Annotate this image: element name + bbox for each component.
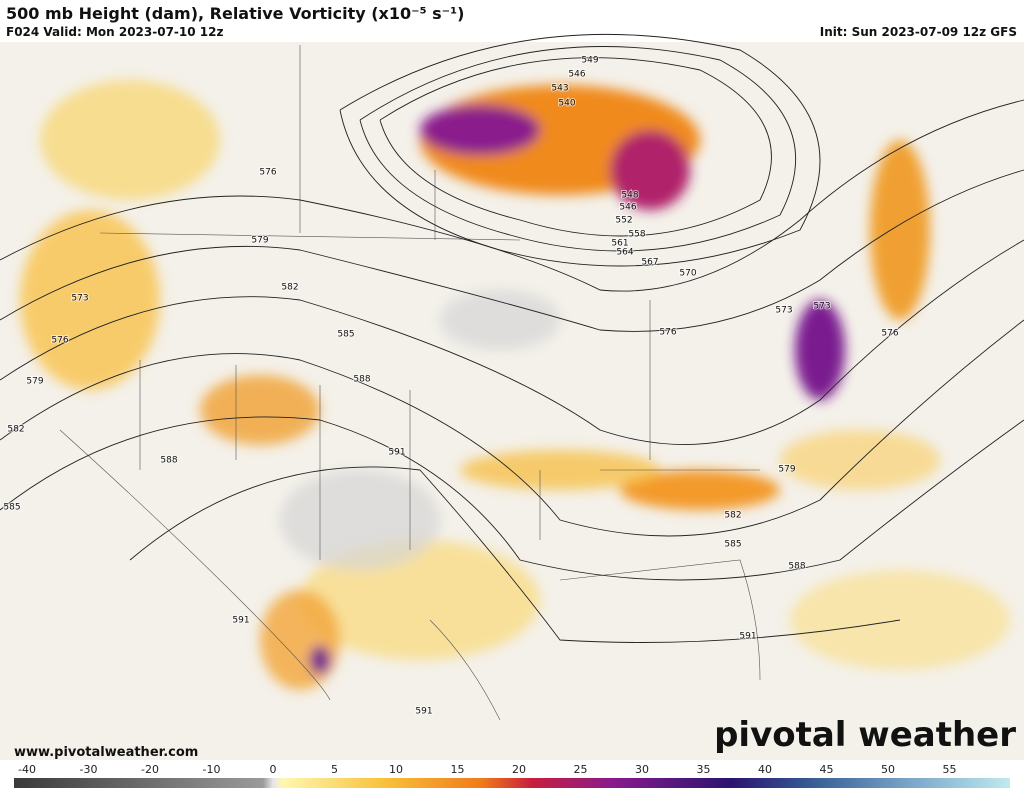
colorbar-tick-label: 40 [758, 763, 772, 776]
colorbar-tick-label: 10 [389, 763, 403, 776]
colorbar-tick-label: 25 [574, 763, 588, 776]
colorbar-ticks: -40 -30 -20 -10 0 5 10 15 20 25 30 35 40 45 50 55 [18, 763, 956, 776]
contour-label: 558 [628, 230, 645, 240]
site-url: www.pivotalweather.com [14, 745, 198, 760]
contour-label: 579 [251, 236, 268, 246]
contour-label: 588 [353, 375, 370, 385]
contour-label: 564 [616, 248, 633, 258]
contour-label: 573 [813, 302, 830, 312]
contour-label: 552 [615, 216, 632, 226]
contour-label: 546 [619, 203, 636, 213]
contour-label: 576 [259, 168, 276, 178]
contour-label: 540 [558, 99, 575, 109]
brand-watermark: pivotal weather [714, 715, 1016, 755]
colorbar-tick-label: -10 [203, 763, 221, 776]
colorbar [14, 778, 1010, 788]
contour-label: 591 [739, 632, 756, 642]
contour-label: 591 [232, 616, 249, 626]
contour-label: 573 [775, 306, 792, 316]
colorbar-tick-label: 5 [331, 763, 338, 776]
contour-label: 576 [881, 329, 898, 339]
contour-label: 570 [679, 269, 696, 279]
contour-label: 579 [26, 377, 43, 387]
valid-time: F024 Valid: Mon 2023-07-10 12z [6, 25, 223, 39]
contour-label: 582 [7, 425, 24, 435]
contour-label: 585 [3, 503, 20, 513]
contour-label: 588 [788, 562, 805, 572]
contour-label: 579 [778, 465, 795, 475]
contour-label: 576 [51, 336, 68, 346]
contour-label: 591 [388, 448, 405, 458]
colorbar-tick-label: -40 [18, 763, 36, 776]
contour-labels: 549 546 543 540 548 546 552 558 561 564 … [2, 55, 899, 718]
contour-label: 585 [724, 540, 741, 550]
colorbar-tick-label: -30 [80, 763, 98, 776]
contour-label: 561 [611, 239, 628, 249]
colorbar-tick-label: 15 [451, 763, 465, 776]
contour-label: 548 [621, 191, 638, 201]
colorbar-tick-label: 20 [512, 763, 526, 776]
colorbar-tick-label: 0 [270, 763, 277, 776]
contour-label: 588 [160, 456, 177, 466]
header: 500 mb Height (dam), Relative Vorticity … [6, 4, 1017, 39]
contour-label: 567 [641, 258, 658, 268]
colorbar-tick-label: 30 [635, 763, 649, 776]
colorbar-tick-label: 35 [697, 763, 711, 776]
contour-label: 573 [71, 294, 88, 304]
init-time: Init: Sun 2023-07-09 12z GFS [820, 25, 1017, 39]
contour-label: 546 [568, 70, 585, 80]
colorbar-tick-label: 45 [820, 763, 834, 776]
contour-label: 543 [551, 84, 568, 94]
map: 549 546 543 540 548 546 552 558 561 564 … [0, 33, 1024, 760]
colorbar-tick-label: 55 [943, 763, 957, 776]
colorbar-tick-label: 50 [881, 763, 895, 776]
contour-label: 582 [281, 283, 298, 293]
boundaries [59, 45, 761, 721]
height-contours [0, 33, 1024, 643]
contour-label: 585 [337, 330, 354, 340]
contour-label: 576 [659, 328, 676, 338]
colorbar-tick-label: -20 [141, 763, 159, 776]
contour-label: 549 [581, 56, 598, 66]
contour-label: 591 [415, 707, 432, 717]
contour-label: 582 [724, 511, 741, 521]
title: 500 mb Height (dam), Relative Vorticity … [6, 4, 464, 23]
